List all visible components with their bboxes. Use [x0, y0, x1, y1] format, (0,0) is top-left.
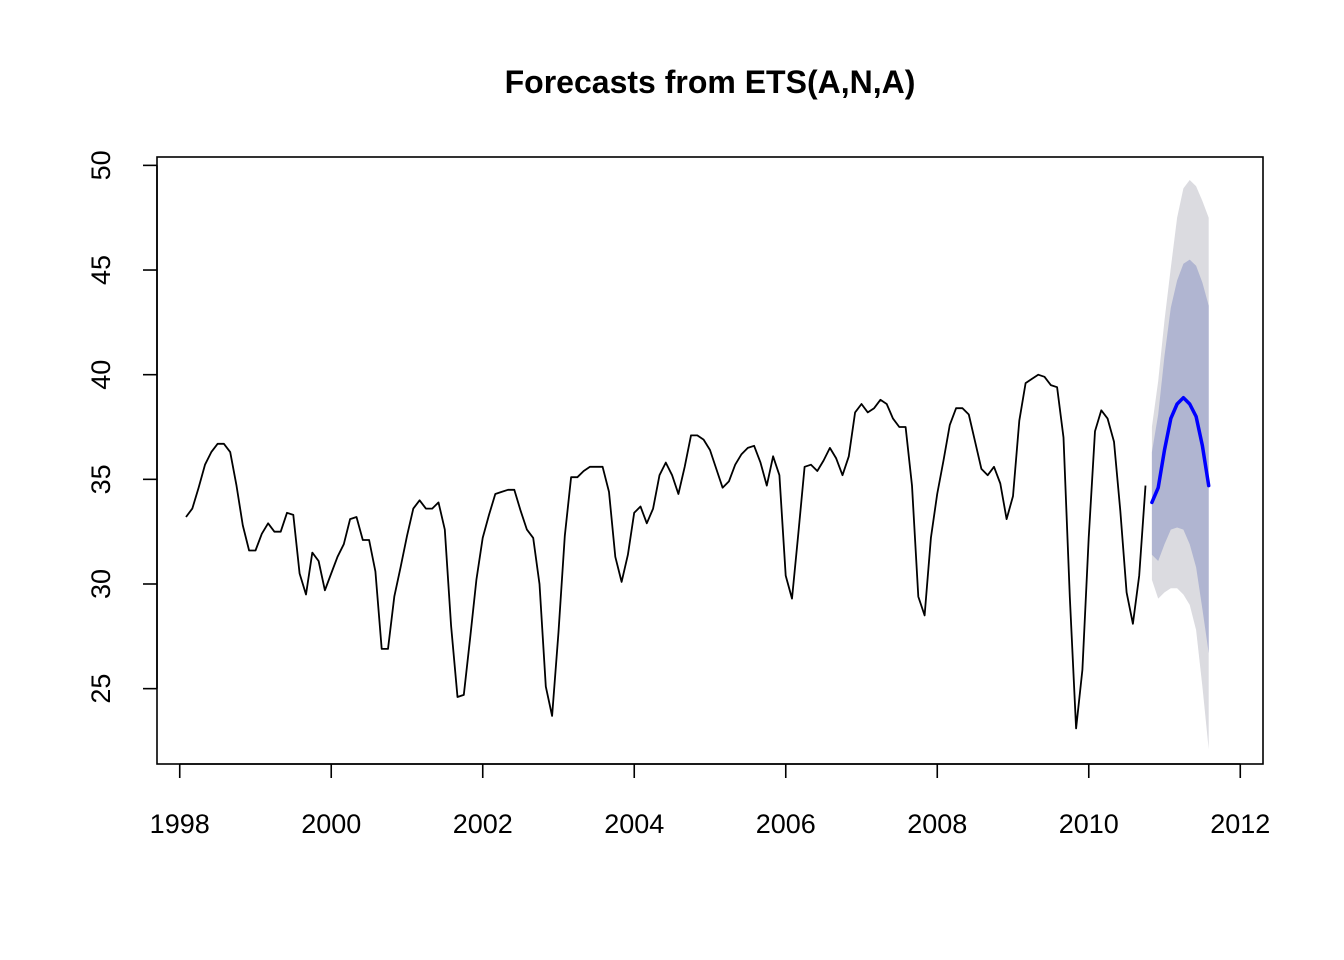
x-tick-label: 2004 [604, 809, 664, 839]
y-tick-label: 40 [86, 360, 116, 390]
x-tick-label: 2002 [453, 809, 513, 839]
x-tick-label: 2000 [301, 809, 361, 839]
x-axis: 1998 2000 2002 2004 2006 2008 2010 2012 [150, 763, 1270, 839]
chart-title: Forecasts from ETS(A,N,A) [505, 64, 916, 100]
series-lines [185, 373, 1211, 730]
plot-frame [156, 156, 1264, 765]
y-tick-label: 30 [86, 569, 116, 599]
y-axis: 25 30 35 40 45 50 [86, 150, 158, 704]
x-tick-label: 1998 [150, 809, 210, 839]
y-tick-label: 50 [86, 150, 116, 180]
x-tick-label: 2010 [1059, 809, 1119, 839]
y-tick-label: 35 [86, 464, 116, 494]
prediction-intervals [1151, 180, 1209, 750]
observed-line [185, 373, 1147, 730]
x-tick-label: 2006 [756, 809, 816, 839]
x-tick-label: 2008 [907, 809, 967, 839]
y-tick-label: 45 [86, 255, 116, 285]
band-80 [1151, 259, 1209, 654]
forecast-line [1150, 395, 1211, 505]
y-tick-label: 25 [86, 674, 116, 704]
x-tick-label: 2012 [1210, 809, 1270, 839]
